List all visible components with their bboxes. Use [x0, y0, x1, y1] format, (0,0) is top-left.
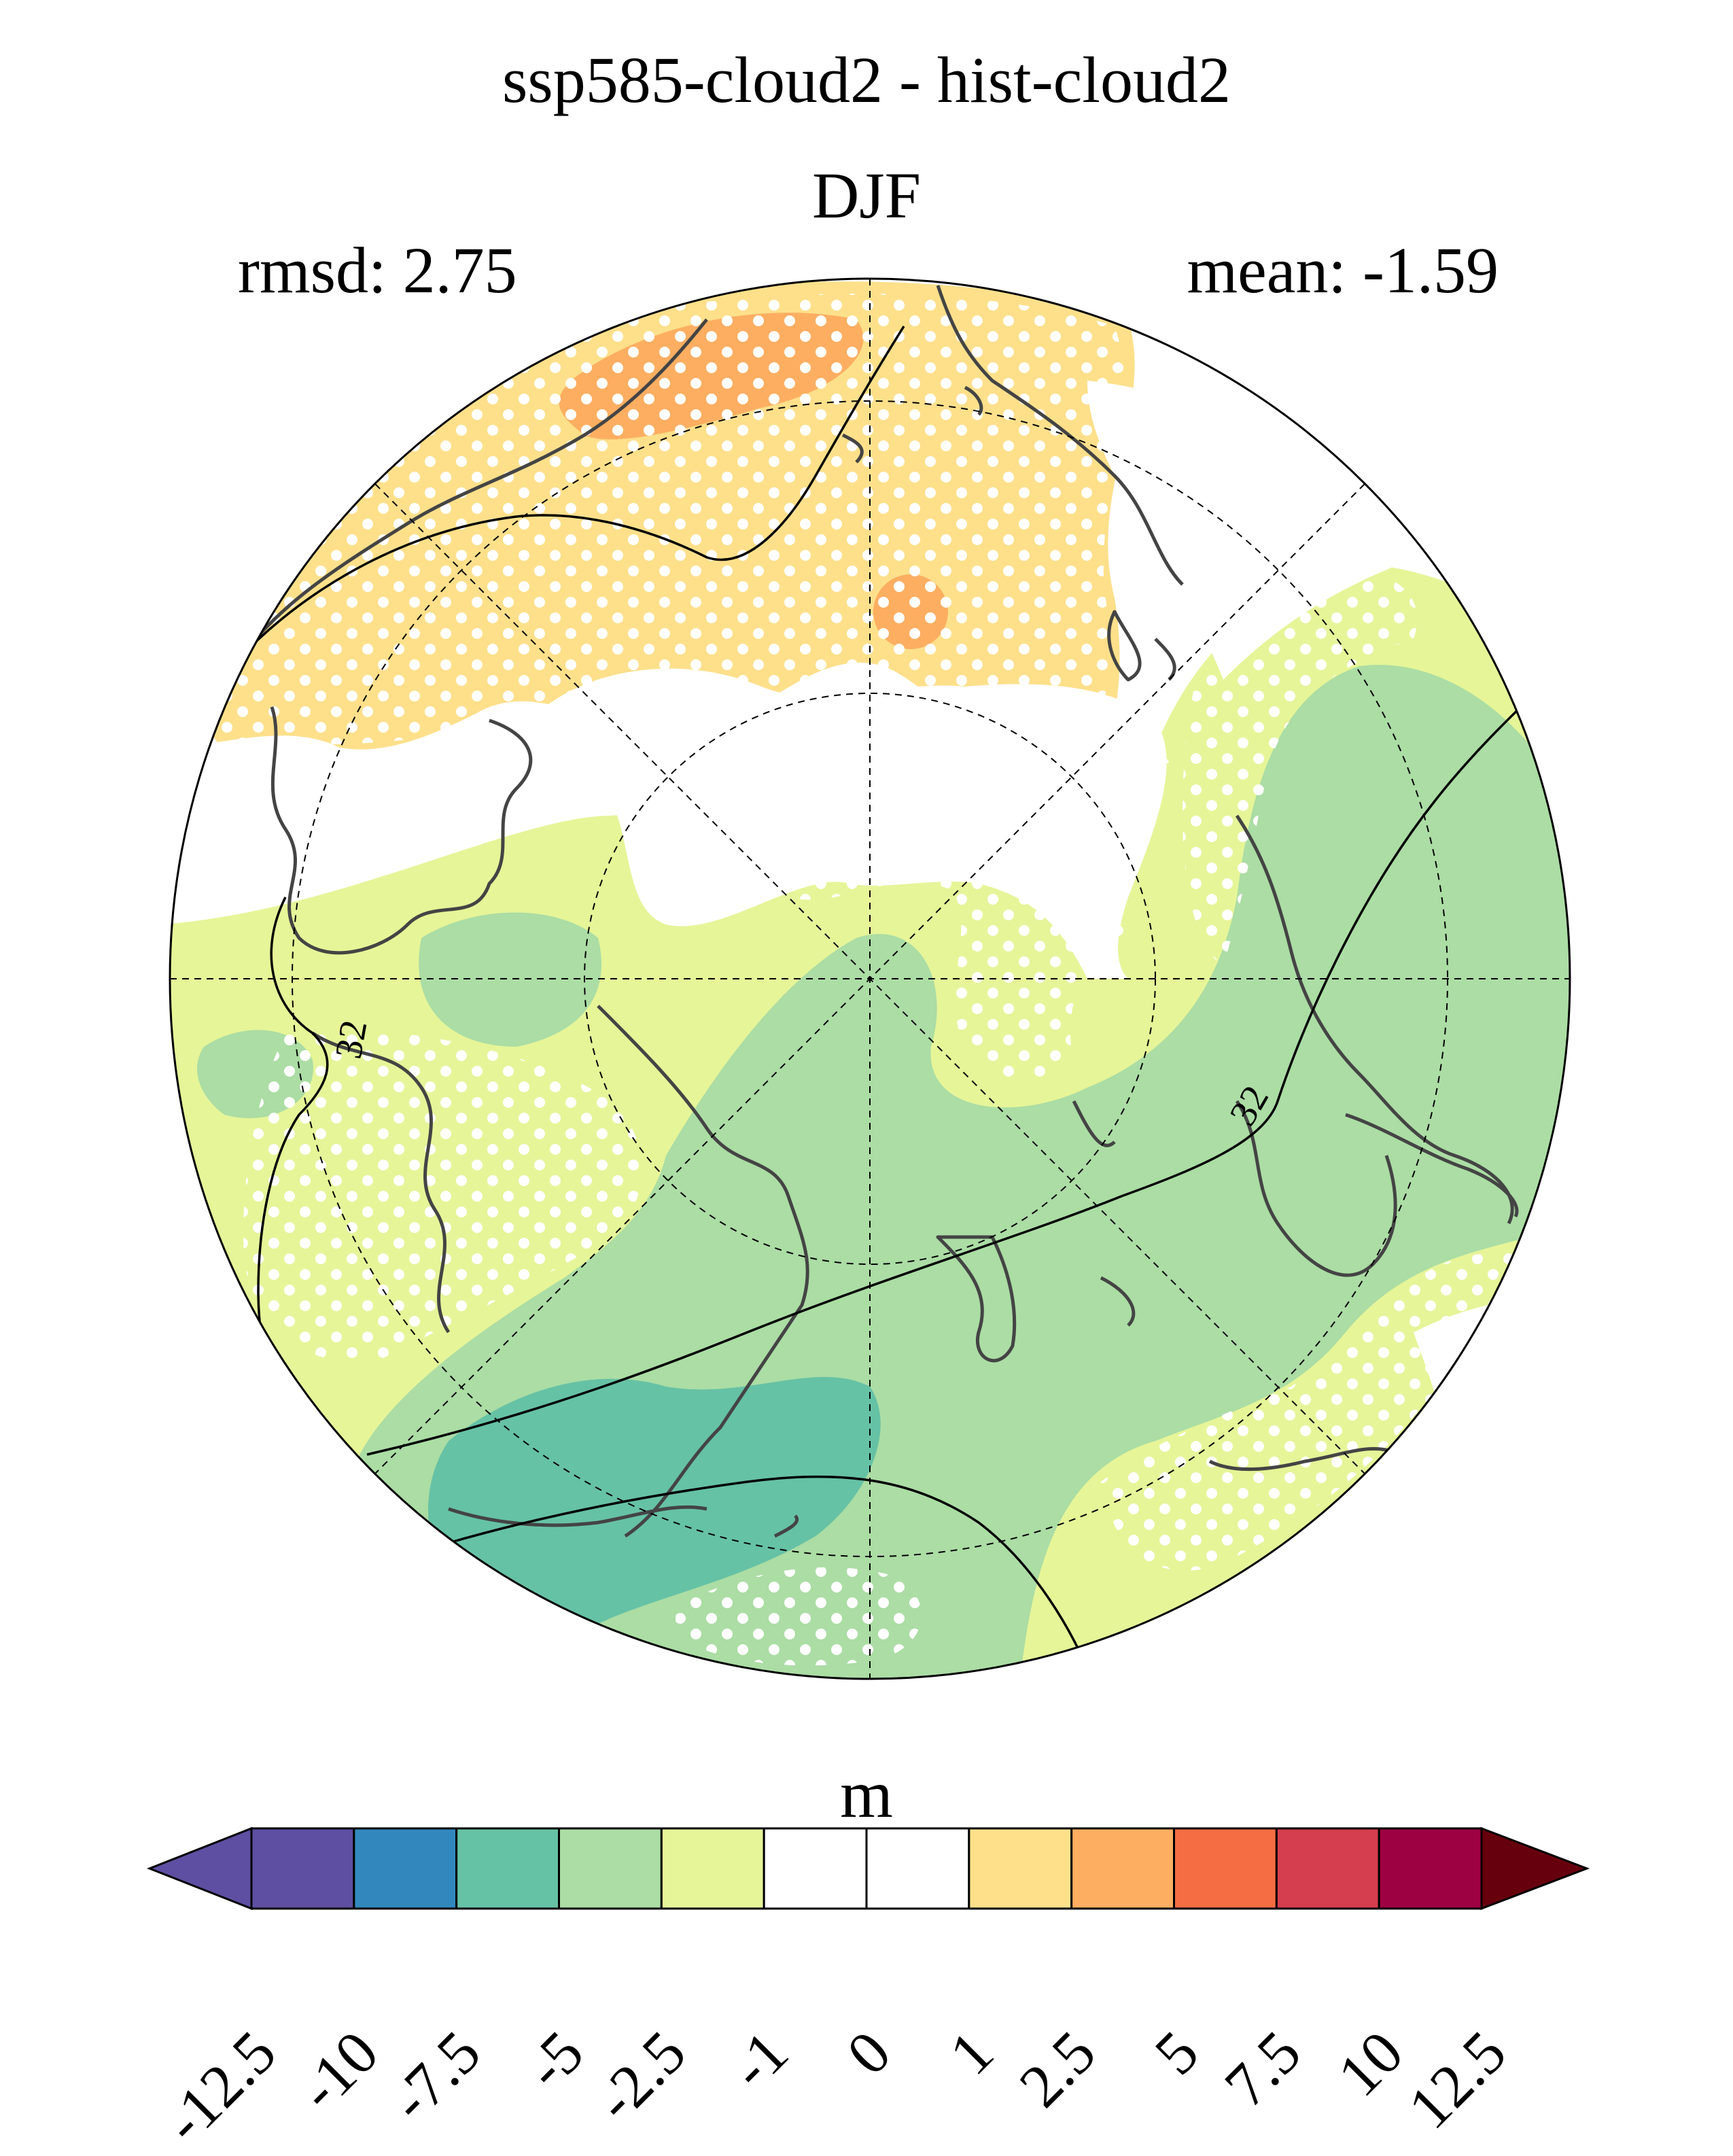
- stipple-south: [676, 1567, 922, 1666]
- map-title: ssp585-cloud2 - hist-cloud2: [502, 44, 1231, 116]
- field-mid-green-west: [419, 912, 601, 1047]
- colorbar-unit: m: [840, 1756, 893, 1832]
- stipple-center: [625, 750, 1169, 1079]
- rmsd-label: rmsd: 2.75: [238, 234, 517, 307]
- coastlines: [243, 285, 1519, 1538]
- colorbar-segment: [1378, 1827, 1483, 1910]
- field-teal: [428, 1376, 881, 1632]
- colorbar-segment: [1173, 1827, 1278, 1910]
- colorbar-segment: [865, 1827, 970, 1910]
- colorbar-segment: [558, 1827, 663, 1910]
- colorbar-segment: [660, 1827, 765, 1910]
- colorbar-extend-low: [146, 1826, 253, 1911]
- stipple-west: [243, 1029, 642, 1362]
- polar-map: 32 32: [169, 277, 1571, 1680]
- colorbar-segment: [353, 1827, 458, 1910]
- colorbar-segment: [455, 1827, 561, 1910]
- colorbar-segment: [1070, 1827, 1175, 1910]
- stipple-east: [1183, 571, 1418, 965]
- colorbar-segment: [968, 1827, 1073, 1910]
- colorbar-segment: [250, 1827, 355, 1910]
- season-label: DJF: [811, 159, 922, 232]
- mean-label: mean: -1.59: [1187, 234, 1499, 307]
- map-boundary: [169, 277, 1571, 1680]
- graticule: [170, 279, 1570, 1679]
- colorbar-segment: [1275, 1827, 1380, 1910]
- field-white-east: [1087, 381, 1400, 680]
- colorbar-extend-high: [1480, 1826, 1590, 1911]
- contour-label-west: 32: [328, 1017, 376, 1062]
- colorbar-segment: [763, 1827, 868, 1910]
- stipple-southeast: [1101, 1251, 1570, 1571]
